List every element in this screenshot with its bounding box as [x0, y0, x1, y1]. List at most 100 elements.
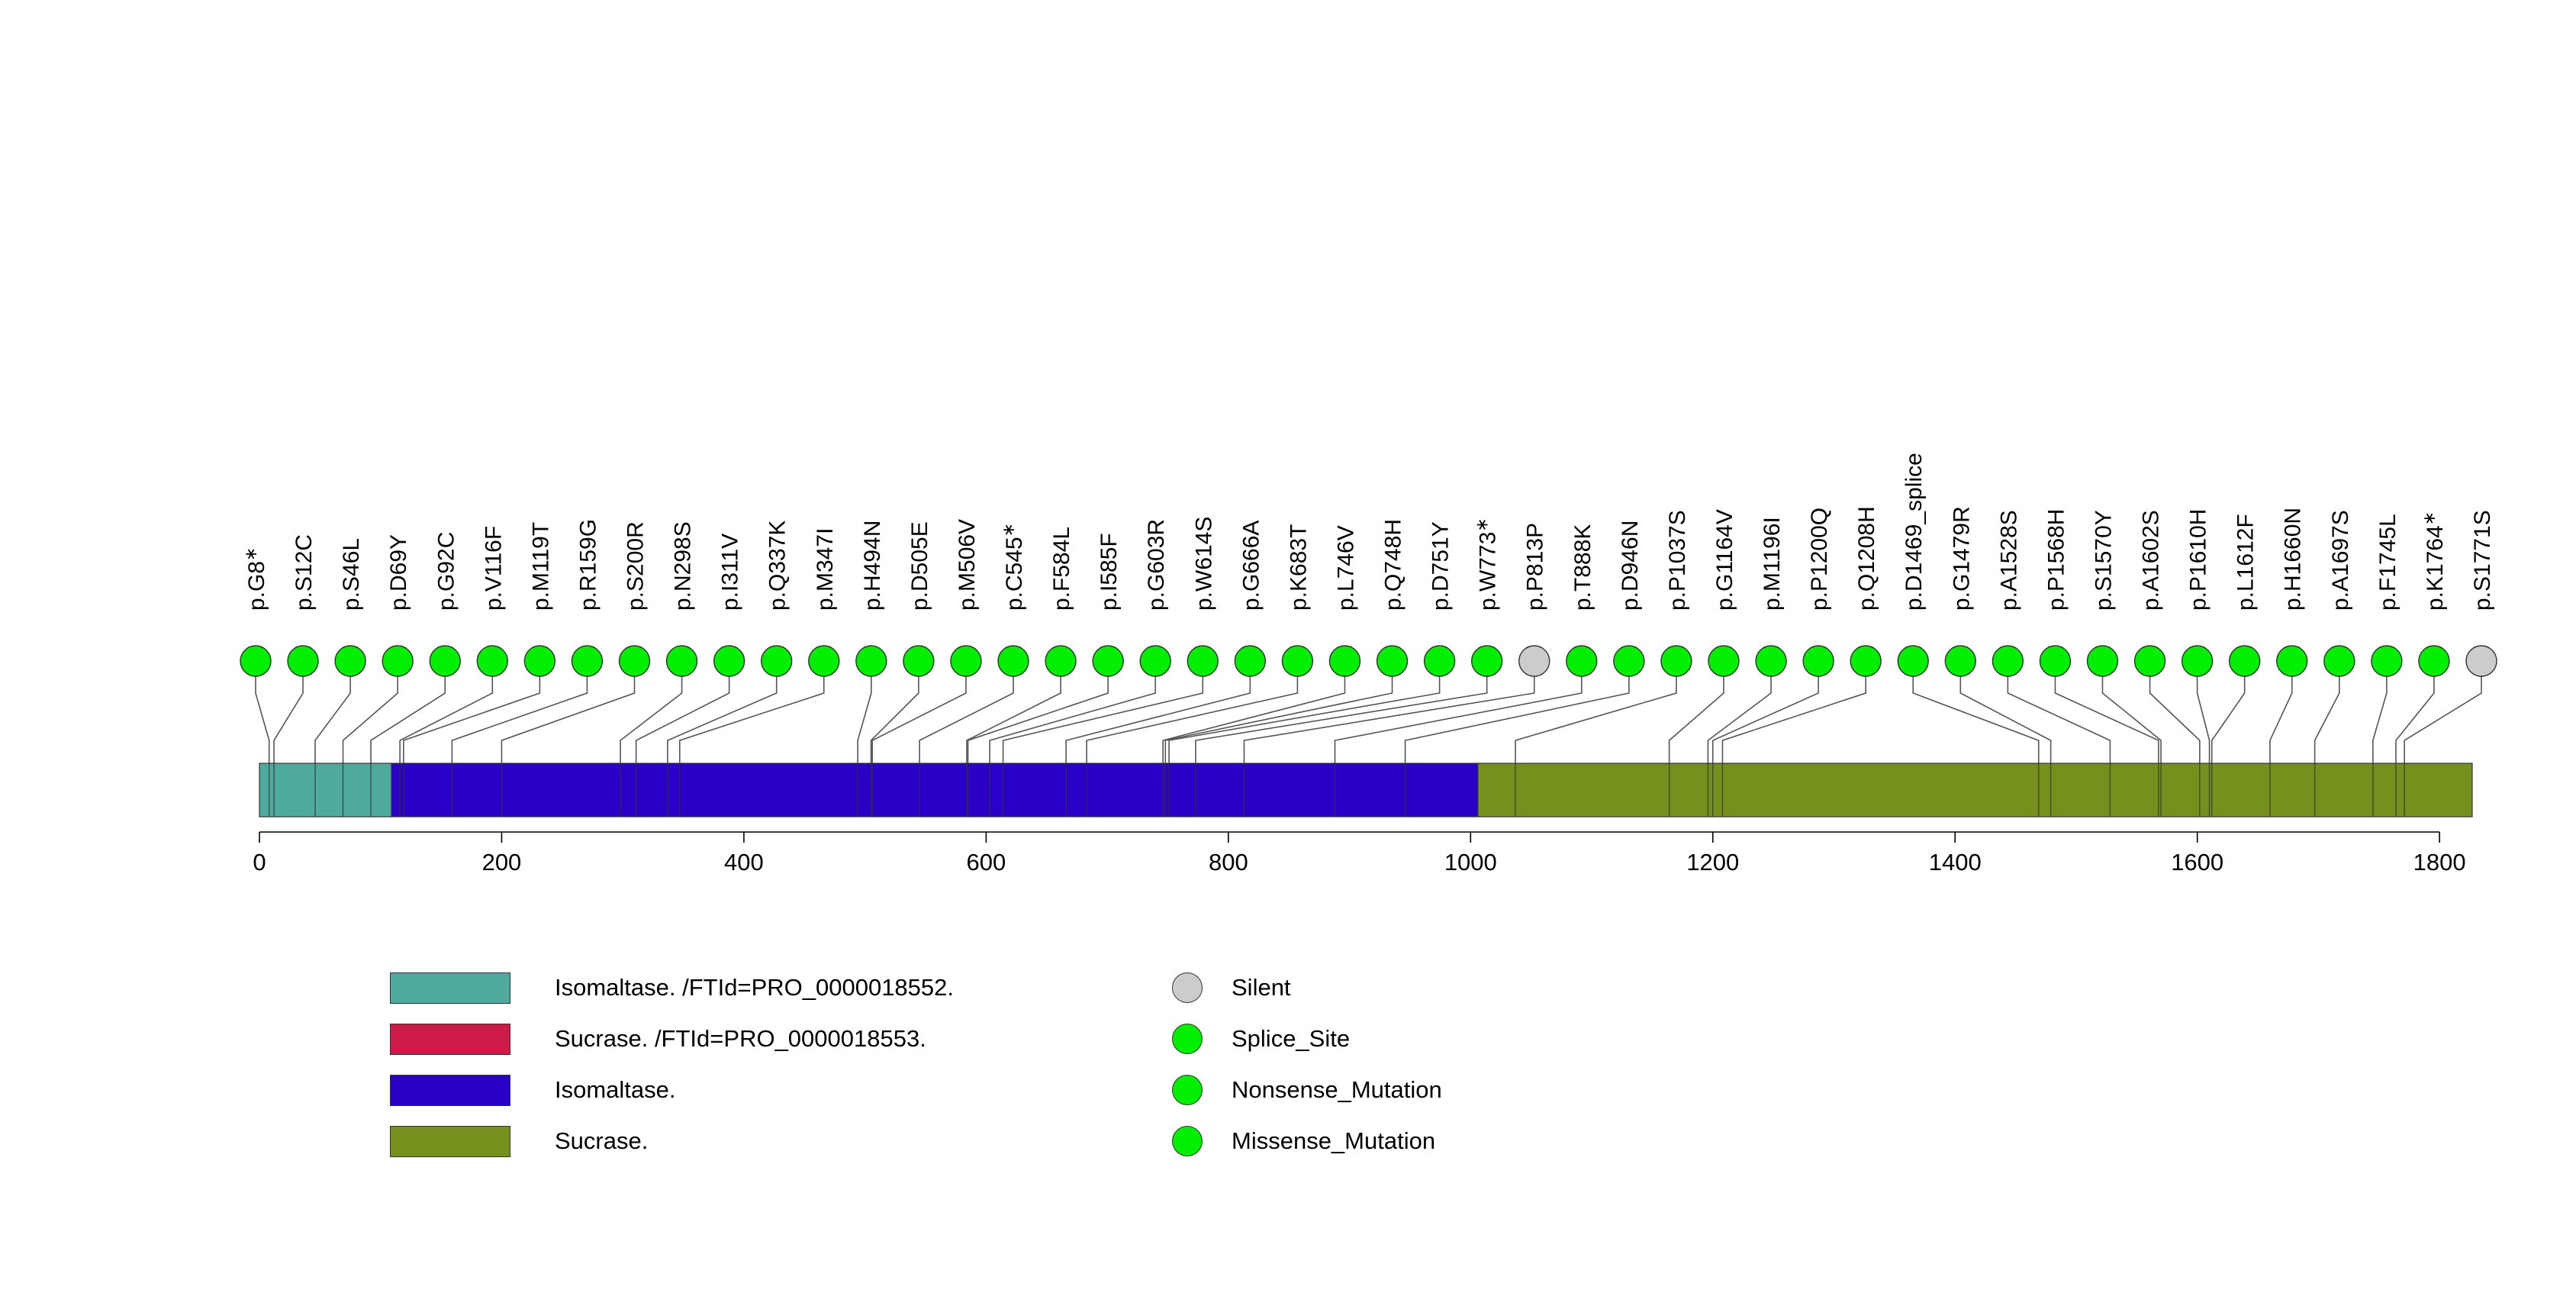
mutation-dot — [761, 645, 793, 677]
connector-line — [1334, 661, 1583, 763]
connector-line — [2211, 661, 2246, 763]
mutation-label: p.N298S — [671, 521, 696, 611]
x-tick-label: 1000 — [1444, 849, 1497, 876]
connector-line — [2054, 661, 2159, 763]
connector-line — [1086, 661, 1299, 763]
mutation-label: p.L746V — [1333, 525, 1358, 611]
mutation-label: p.L1612F — [2233, 514, 2259, 611]
mutation-label: p.F584L — [1049, 527, 1074, 611]
connector-line — [635, 661, 730, 763]
mutation-legend-label: Nonsense_Mutation — [1232, 1076, 1442, 1103]
domain-swatch — [390, 972, 510, 1004]
mutation-label: p.H1660N — [2281, 508, 2306, 611]
connector-line — [967, 661, 1109, 763]
mutation-dot — [950, 645, 982, 677]
mutation-label: p.M119T — [528, 522, 553, 611]
x-tick-label: 1200 — [1686, 849, 1739, 876]
domain-legend-label: Isomaltase. /FTId=PRO_0000018552. — [555, 974, 955, 1001]
mutation-label: p.G1479R — [1949, 506, 1974, 611]
connector-line — [870, 661, 919, 763]
mutation-label: p.T888K — [1570, 524, 1596, 611]
connector-line — [1002, 661, 1204, 763]
mutation-label: p.M1196I — [1760, 517, 1785, 611]
domain-bar-1 — [391, 763, 1480, 818]
mutation-dot — [903, 645, 935, 677]
mutation-label: p.F1745L — [2375, 514, 2401, 611]
mutation-label: p.S1771S — [2470, 510, 2495, 611]
connector-line — [989, 661, 1157, 763]
mutation-label: p.P1610H — [2186, 509, 2211, 611]
connector-line — [919, 661, 1014, 763]
connector-line — [1515, 661, 1677, 763]
mutation-dot — [1708, 645, 1740, 677]
mutation-label: p.W614S — [1191, 517, 1216, 611]
mutation-label: p.H494N — [860, 521, 885, 611]
connector-line — [2007, 661, 2111, 763]
mutation-dot — [1660, 645, 1692, 677]
connector-line — [1195, 661, 1488, 763]
domain-swatch — [390, 1075, 510, 1106]
mutation-label: p.G1164V — [1712, 509, 1737, 611]
connector-line — [501, 661, 636, 763]
mutation-dot — [334, 645, 366, 677]
mutation-dot — [571, 645, 604, 677]
mutation-label: p.P1200Q — [1807, 508, 1832, 611]
connector-line — [2395, 661, 2435, 763]
domain-swatch — [390, 1024, 510, 1055]
mutation-dot — [2418, 645, 2450, 677]
domain-bar-2 — [1477, 763, 2473, 818]
mutation-legend-dot — [1172, 1024, 1203, 1054]
mutation-dot — [287, 645, 319, 677]
mutation-dot — [1376, 645, 1409, 677]
mutation-dot — [665, 645, 698, 677]
mutation-dot — [2465, 645, 2497, 677]
mutation-label: p.S12C — [291, 534, 317, 611]
mutation-dot — [713, 645, 745, 677]
mutation-label: p.D69Y — [386, 534, 411, 611]
connector-line — [1711, 661, 1819, 763]
domain-legend-label: Sucrase. /FTId=PRO_0000018553. — [555, 1025, 926, 1052]
mutation-legend-label: Missense_Mutation — [1232, 1127, 1436, 1154]
mutation-dot — [523, 645, 556, 677]
mutation-label: p.P1037S — [1665, 510, 1690, 611]
mutation-dot — [855, 645, 887, 677]
mutation-label: p.I585F — [1096, 533, 1122, 611]
mutation-label: p.S46L — [339, 538, 364, 611]
mutation-dot — [1755, 645, 1787, 677]
connector-line — [2149, 661, 2201, 763]
x-tick-label: 200 — [482, 849, 522, 876]
mutation-label: p.A1602S — [2139, 510, 2164, 611]
mutation-label: p.P1568H — [2043, 509, 2069, 611]
mutation-label: p.Q337K — [765, 521, 791, 611]
mutation-dot — [1045, 645, 1077, 677]
mutation-dot — [1897, 645, 1929, 677]
nonsense-star: ∗ — [999, 523, 1018, 537]
mutation-label: p.S200R — [623, 521, 649, 611]
nonsense-star: ∗ — [1473, 518, 1492, 531]
domain-bars — [259, 763, 2473, 818]
mutation-label: p.I311V — [718, 534, 743, 611]
connector-line — [2404, 661, 2482, 763]
mutation-label: p.R159G — [575, 519, 601, 611]
x-tick-label: 1600 — [2171, 849, 2223, 876]
connector-line — [2269, 661, 2293, 763]
connector-line — [370, 661, 446, 763]
connector-line — [1065, 661, 1251, 763]
connector-line — [399, 661, 494, 763]
connector-line — [2101, 661, 2162, 763]
mutation-dot — [1139, 645, 1171, 677]
mutation-dot — [1518, 645, 1550, 677]
connector-line — [2314, 661, 2340, 763]
connector-line — [620, 661, 683, 763]
connector-line — [2196, 661, 2211, 763]
mutation-dot — [1328, 645, 1361, 677]
connector-line — [2372, 661, 2388, 763]
position-ticks — [268, 763, 2405, 817]
connector-line — [1162, 661, 1346, 763]
mutation-dot — [997, 645, 1029, 677]
mutation-label: p.D946N — [1618, 521, 1643, 611]
mutation-dot — [2181, 645, 2214, 677]
connector-line — [1243, 661, 1535, 763]
mutation-label: p.M347I — [813, 528, 838, 611]
mutation-dot — [2086, 645, 2119, 677]
